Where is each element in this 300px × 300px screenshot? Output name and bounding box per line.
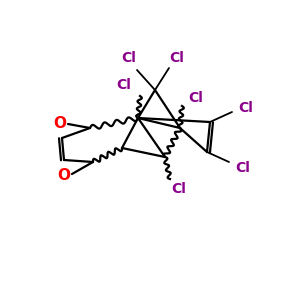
Text: Cl: Cl <box>122 51 136 65</box>
Text: Cl: Cl <box>238 101 253 115</box>
Text: Cl: Cl <box>172 182 186 196</box>
Text: O: O <box>53 116 67 131</box>
Text: Cl: Cl <box>236 161 250 175</box>
Text: Cl: Cl <box>169 51 184 65</box>
Text: Cl: Cl <box>189 91 203 105</box>
Text: O: O <box>58 169 70 184</box>
Text: Cl: Cl <box>117 78 131 92</box>
